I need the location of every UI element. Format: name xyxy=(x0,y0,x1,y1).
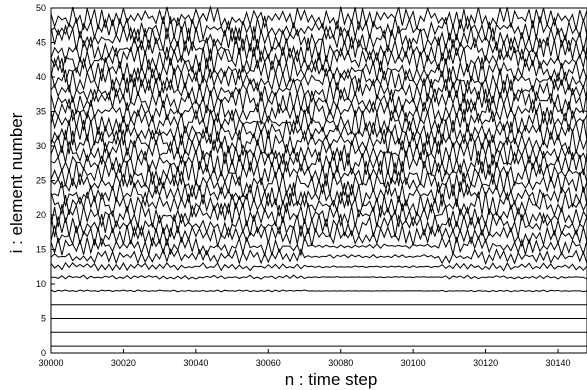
y-tick-label: 35 xyxy=(36,107,46,117)
series-line-23 xyxy=(50,180,587,208)
y-axis: 0 5 10 15 20 25 30 35 40 45 50 xyxy=(36,3,55,358)
series-line-41 xyxy=(50,57,587,84)
x-tick-label: 30000 xyxy=(38,358,63,368)
series-line-12.5 xyxy=(50,261,587,272)
series-line-44 xyxy=(50,36,587,64)
series-line-36.5 xyxy=(50,86,587,116)
series-line-35 xyxy=(50,98,587,125)
y-tick-label: 50 xyxy=(36,3,46,13)
series-line-26 xyxy=(50,160,587,187)
series-lines xyxy=(50,5,587,347)
series-line-20 xyxy=(50,202,587,228)
y-tick-label: 30 xyxy=(36,141,46,151)
y-tick-label: 25 xyxy=(36,176,46,186)
series-line-47 xyxy=(50,15,587,42)
y-tick-label: 0 xyxy=(41,348,46,358)
series-line-38 xyxy=(50,77,587,104)
series-line-30.5 xyxy=(50,128,587,156)
y-axis-label: i : element number xyxy=(7,112,26,253)
y-tick-label: 5 xyxy=(41,314,46,324)
x-axis: 30000 30020 30040 30060 30080 30100 30120 30140 xyxy=(38,349,571,368)
series-line-42.5 xyxy=(50,45,587,73)
series-line-33.5 xyxy=(50,108,587,136)
series-line-39.5 xyxy=(50,67,587,95)
x-tick-label: 30140 xyxy=(546,358,571,368)
x-axis-label: n : time step xyxy=(285,370,378,389)
series-line-27.5 xyxy=(50,148,587,177)
y-tick-label: 40 xyxy=(36,72,46,82)
series-line-17 xyxy=(50,223,587,248)
series-line-11 xyxy=(51,274,587,280)
y-tick-label: 15 xyxy=(36,245,46,255)
x-tick-label: 30100 xyxy=(401,358,426,368)
x-tick-label: 30020 xyxy=(111,358,136,368)
y-tick-label: 45 xyxy=(36,38,46,48)
series-line-32 xyxy=(50,119,587,146)
y-tick-label: 10 xyxy=(36,279,46,289)
series-line-15.5 xyxy=(50,235,587,257)
x-tick-label: 30040 xyxy=(183,358,208,368)
series-line-45.5 xyxy=(50,23,587,53)
series-line-29 xyxy=(50,138,587,166)
x-tick-label: 30120 xyxy=(473,358,498,368)
series-line-14 xyxy=(50,248,587,266)
x-tick-label: 30060 xyxy=(256,358,281,368)
x-tick-label: 30080 xyxy=(328,358,353,368)
series-line-9 xyxy=(50,289,587,293)
series-line-48.5 xyxy=(50,5,587,31)
y-tick-label: 20 xyxy=(36,210,46,220)
